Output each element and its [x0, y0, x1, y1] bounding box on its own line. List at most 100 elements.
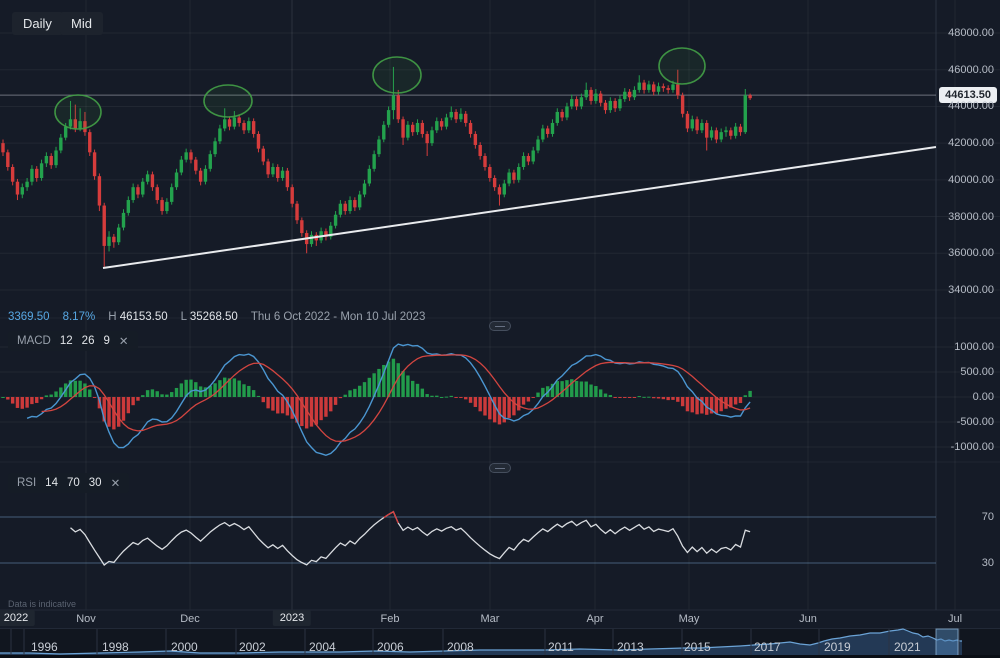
- macd-histogram-bar: [671, 397, 675, 400]
- macd-histogram-bar: [54, 391, 58, 397]
- macd-histogram-bar: [59, 387, 63, 397]
- candle-body: [584, 89, 588, 98]
- candle-body: [637, 82, 641, 90]
- macd-histogram-bar: [406, 375, 410, 397]
- candle-body: [73, 119, 77, 129]
- timeline-year-label: 2021: [894, 640, 921, 654]
- candle-body: [464, 113, 468, 123]
- macd-histogram-bar: [401, 371, 405, 397]
- macd-histogram-bar: [709, 397, 714, 414]
- macd-indicator-chip[interactable]: MACD 12 26 9 ✕: [8, 331, 138, 351]
- candle-body: [227, 119, 232, 127]
- candle-body: [266, 161, 270, 175]
- macd-histogram-bar: [719, 397, 723, 412]
- candle-body: [449, 111, 453, 118]
- macd-histogram-bar: [680, 397, 685, 407]
- macd-histogram-bar: [396, 363, 400, 397]
- macd-histogram-bar: [78, 380, 82, 397]
- candle-body: [536, 139, 540, 151]
- macd-param-fast: 12: [59, 335, 73, 347]
- candle-body: [184, 152, 188, 160]
- candle-body: [198, 170, 203, 182]
- macd-histogram-bar: [141, 395, 145, 397]
- macd-histogram-bar: [459, 397, 463, 398]
- candle-body: [141, 181, 145, 195]
- candle-body: [425, 133, 429, 144]
- timeline-year-label: 1996: [31, 640, 58, 654]
- macd-close-icon[interactable]: ✕: [118, 336, 129, 348]
- macd-histogram-bar: [685, 397, 690, 412]
- candle-body: [116, 227, 121, 243]
- macd-histogram-bar: [165, 394, 169, 397]
- candle-body: [415, 122, 420, 133]
- rsi-close-icon[interactable]: ✕: [110, 478, 121, 490]
- macd-histogram-bar: [179, 383, 184, 397]
- candle-body: [343, 203, 347, 212]
- timeline-area: [0, 629, 962, 657]
- candle-body: [435, 121, 439, 131]
- candle-body: [126, 200, 131, 213]
- candle-body: [623, 91, 627, 100]
- rsi-param-lower: 30: [88, 477, 102, 489]
- macd-axis-tick: -500.00: [956, 416, 994, 428]
- candle-body: [420, 122, 425, 134]
- candle-body: [218, 128, 222, 142]
- candle-body: [59, 137, 63, 151]
- price-mode-mid-button[interactable]: Mid: [60, 12, 103, 35]
- macd-histogram-bar: [367, 377, 372, 397]
- candle-body: [280, 170, 285, 179]
- high-prefix: H: [108, 311, 117, 323]
- macd-histogram-bar: [464, 397, 468, 400]
- macd-histogram-bar: [44, 395, 49, 397]
- candle-body: [155, 187, 159, 201]
- rsi-axis-tick: 70: [981, 511, 994, 523]
- date-axis-label: Dec: [180, 613, 200, 625]
- candle-body: [49, 155, 53, 166]
- macd-histogram-bar: [295, 397, 299, 423]
- candle-body: [54, 150, 58, 166]
- macd-histogram-bar: [695, 397, 699, 415]
- price-axis-tick: 48000.00: [948, 27, 994, 40]
- macd-histogram-bar: [227, 378, 232, 397]
- rsi-param-upper: 70: [66, 477, 80, 489]
- macd-histogram-bar: [280, 397, 285, 414]
- candle-body: [545, 128, 550, 134]
- macd-histogram-bar: [676, 397, 680, 402]
- candle-body: [131, 187, 135, 201]
- candle-body: [160, 200, 164, 212]
- candle-body: [652, 84, 656, 92]
- macd-histogram-bar: [589, 384, 593, 397]
- candle-body: [550, 122, 555, 134]
- candle-body: [150, 174, 155, 188]
- macd-histogram-bar: [623, 397, 627, 398]
- interval-daily-button[interactable]: Daily: [12, 12, 63, 35]
- macd-histogram-bar: [276, 397, 280, 414]
- candle-body: [492, 178, 497, 188]
- macd-histogram-bar: [232, 378, 237, 397]
- macd-histogram-bar: [733, 397, 738, 405]
- macd-histogram-bar: [208, 385, 212, 397]
- macd-histogram-bar: [531, 397, 535, 398]
- candle-body: [285, 170, 290, 188]
- rsi-indicator-chip[interactable]: RSI 14 70 30 ✕: [8, 473, 130, 493]
- pane-resize-handle-rsi[interactable]: [489, 463, 511, 473]
- candle-body: [78, 121, 82, 129]
- macd-signal-line: [41, 354, 751, 442]
- candle-body: [743, 95, 747, 133]
- candle-body: [20, 187, 24, 195]
- pane-resize-handle-macd[interactable]: [489, 321, 511, 331]
- candle-body: [401, 119, 405, 138]
- candle-body: [136, 187, 140, 195]
- date-axis-scale[interactable]: [0, 610, 1000, 628]
- macd-histogram-bar: [425, 394, 429, 397]
- bottom-edge: [0, 655, 1000, 658]
- candle-body: [261, 148, 265, 162]
- macd-histogram-bar: [748, 390, 752, 397]
- candle-body: [165, 201, 169, 212]
- candle-body: [555, 111, 559, 123]
- candle-body: [242, 122, 246, 131]
- candle-body: [647, 84, 651, 90]
- candle-body: [338, 203, 343, 215]
- macd-histogram-bar: [497, 397, 502, 425]
